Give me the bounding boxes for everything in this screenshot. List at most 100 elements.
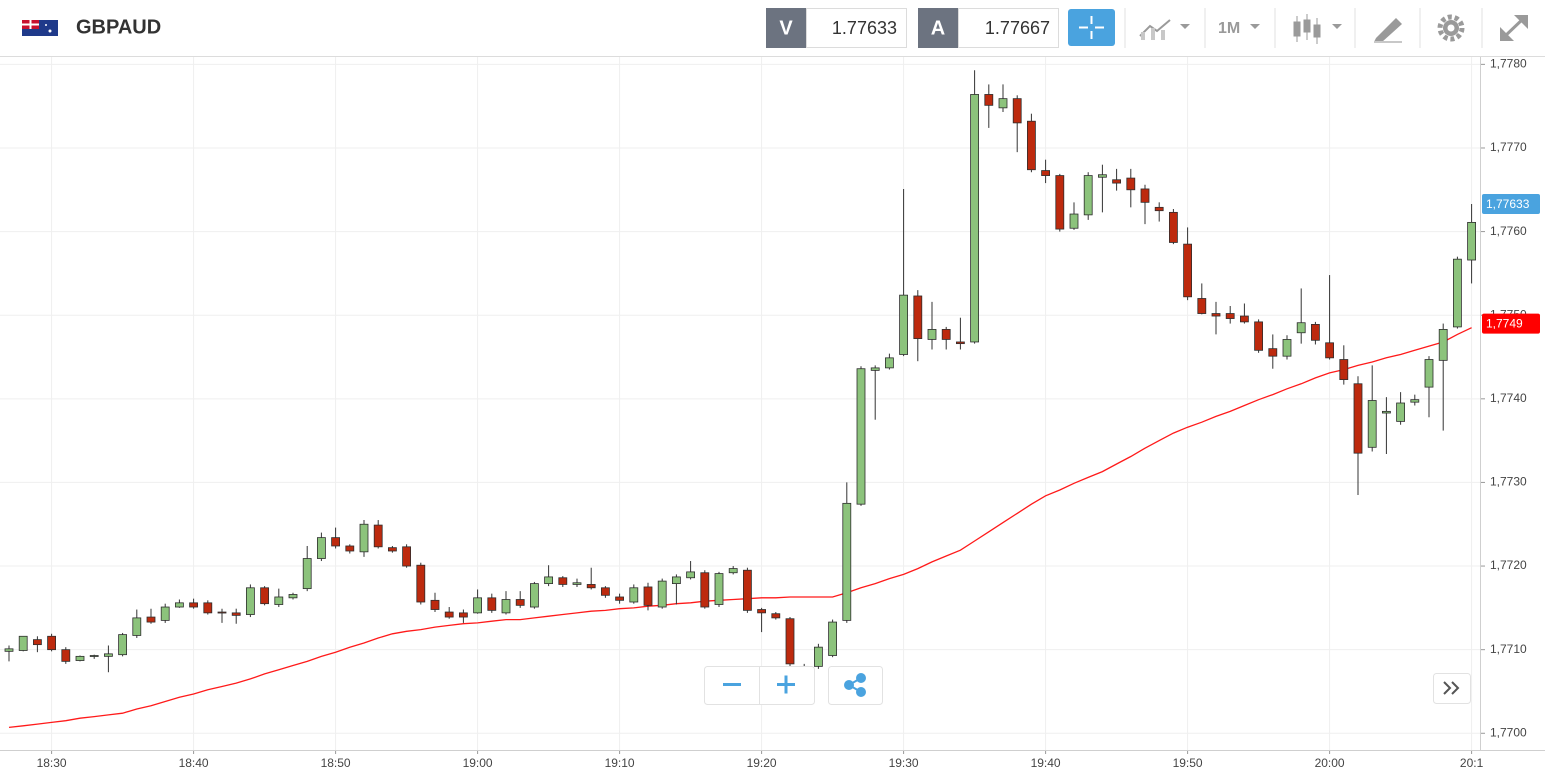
chart-type-button[interactable]	[1139, 19, 1190, 40]
candle-body	[1169, 211, 1178, 243]
candle-body	[444, 611, 454, 618]
candle-body	[1353, 383, 1363, 454]
ask-box	[958, 8, 1059, 48]
candle-body	[1126, 177, 1136, 191]
candle-body	[217, 611, 227, 614]
chevron	[1451, 681, 1460, 695]
moving-average	[8, 327, 1472, 729]
crosshair-icon	[1079, 16, 1104, 39]
candle-body	[558, 577, 568, 585]
y-tick-label: 1,7720	[1490, 558, 1527, 572]
candle-body	[189, 602, 199, 608]
candle-body	[572, 582, 582, 585]
candle-body	[686, 571, 695, 579]
candle-body	[1225, 313, 1235, 319]
candle-body	[629, 587, 639, 603]
ask-button[interactable]	[918, 8, 958, 48]
candle-body	[373, 524, 383, 548]
candle-body	[245, 587, 255, 615]
candle-body	[61, 649, 71, 662]
candle-body	[913, 295, 923, 340]
candle-body	[714, 573, 724, 605]
x-tick-label: 19:20	[747, 756, 777, 770]
y-tick-label: 1,7770	[1490, 140, 1527, 154]
candle-body	[104, 653, 113, 657]
scroll-end-button[interactable]	[1433, 673, 1471, 704]
candle-body	[1254, 321, 1263, 351]
candle-body	[743, 569, 752, 611]
candle-body	[402, 546, 412, 567]
candle-body	[274, 596, 284, 605]
candle-body	[203, 602, 213, 614]
candle-body	[530, 583, 539, 608]
timeframe: 1M	[1218, 20, 1240, 37]
candle-body	[814, 646, 823, 667]
settings-button[interactable]	[1437, 14, 1465, 42]
bid-label: V	[779, 17, 793, 39]
y-tick-label: 1,7700	[1490, 725, 1527, 739]
candle-body	[1268, 348, 1278, 357]
candle-body	[941, 329, 951, 340]
share-button[interactable]	[844, 673, 866, 697]
price-label: 1,7749	[1486, 317, 1523, 331]
crosshair-button[interactable]	[1068, 9, 1115, 46]
zoom-in[interactable]	[777, 675, 795, 694]
candle-body	[657, 580, 667, 608]
y-tick-label: 1,7780	[1490, 57, 1527, 71]
candle-body	[118, 634, 127, 656]
timeframe-button[interactable]: 1M	[1218, 20, 1260, 37]
candle-body	[416, 564, 426, 603]
price-label: 1,77633	[1486, 197, 1530, 211]
bid-price: 1.77633	[832, 18, 897, 38]
candle-body	[927, 329, 937, 340]
flag-star	[45, 24, 47, 26]
candle-body	[1154, 206, 1164, 212]
candle-body	[601, 587, 610, 596]
candle-body	[316, 537, 326, 559]
candle-body	[1311, 324, 1320, 341]
candle-body	[1211, 313, 1221, 317]
candle-body	[1183, 243, 1192, 298]
separators	[1124, 8, 1483, 48]
candle-body	[1396, 402, 1405, 422]
y-tick-label: 1,7760	[1490, 224, 1527, 238]
candle-body	[728, 568, 738, 574]
candle-body	[75, 655, 85, 661]
candle-body	[757, 609, 766, 614]
draw-button[interactable]	[1374, 18, 1402, 43]
chevron	[1443, 681, 1452, 695]
candle-body	[174, 602, 184, 608]
bid-button[interactable]	[766, 8, 806, 48]
candle-body	[1410, 399, 1420, 403]
candle-body	[1041, 170, 1050, 176]
price-label-bg	[1482, 313, 1540, 334]
candle-body	[771, 613, 781, 619]
candles-button[interactable]	[1293, 14, 1342, 44]
candle-body	[359, 523, 369, 553]
candle-body	[515, 599, 525, 606]
x-tick-label: 18:30	[37, 756, 67, 770]
x-tick-label: 19:10	[605, 756, 635, 770]
candle-body	[160, 606, 170, 621]
candle-body	[1069, 213, 1079, 229]
candle-body	[1467, 221, 1476, 261]
zoom-out[interactable]	[723, 683, 741, 686]
x-tick-label: 19:30	[889, 756, 919, 770]
candle-body	[1083, 175, 1093, 216]
candle-body	[1367, 400, 1377, 448]
candle-body	[132, 617, 142, 636]
candle-body	[1325, 342, 1334, 359]
price-label-bg	[1482, 193, 1540, 214]
candle-body	[885, 357, 894, 369]
fullscreen-button[interactable]	[1500, 15, 1528, 41]
plot-area: 1,77001,77101,77201,77301,77401,77501,77…	[0, 56, 1545, 770]
candle-body	[231, 612, 241, 616]
flag	[22, 20, 58, 36]
x-tick-label: 19:50	[1173, 756, 1203, 770]
candle-body	[700, 572, 710, 608]
bid-box	[806, 8, 907, 48]
x-tick-label: 19:40	[1031, 756, 1061, 770]
candle-body	[1012, 98, 1022, 124]
